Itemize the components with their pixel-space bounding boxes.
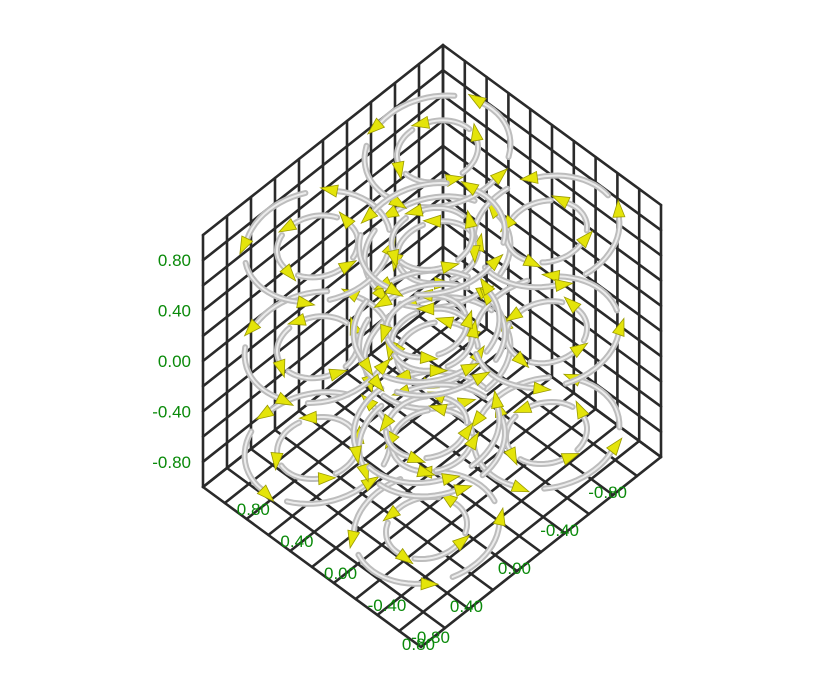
front-right-tick-label: -0.40 [368,596,407,615]
vertical-tick-label: -0.80 [152,453,191,472]
vertical-tick-label: 0.00 [158,352,191,371]
front-left-tick-label: 0.40 [450,597,483,616]
vector-arrowhead [348,530,360,548]
front-right-tick-label: 0.00 [324,564,357,583]
vector-tube-highlight [586,217,620,274]
vector-tube-highlight [247,193,305,239]
vector-arrowhead [471,124,483,142]
vector-tubes [240,94,625,589]
front-left-tick-label: -0.40 [540,521,579,540]
floor-grid-line [203,487,421,647]
vector-tube [247,193,305,239]
vector-arrowhead [504,447,517,465]
front-right-tick-label: 0.40 [280,532,313,551]
vertical-tick-label: -0.40 [152,402,191,421]
vector-arrowhead [420,351,437,363]
vector-arrowhead [297,296,315,308]
front-right-tick-label: -0.80 [411,628,450,647]
vector-arrowhead [442,474,460,486]
vertical-tick-label: 0.80 [158,251,191,270]
vector-arrowhead [511,480,529,492]
vector-arrowhead [423,215,440,227]
front-left-tick-label: 0.00 [498,559,531,578]
front-right-tick-label: 0.80 [237,500,270,519]
vertical-tick-label: 0.40 [158,302,191,321]
front-left-tick-label: -0.80 [588,483,627,502]
vector-arrowhead [436,317,454,329]
